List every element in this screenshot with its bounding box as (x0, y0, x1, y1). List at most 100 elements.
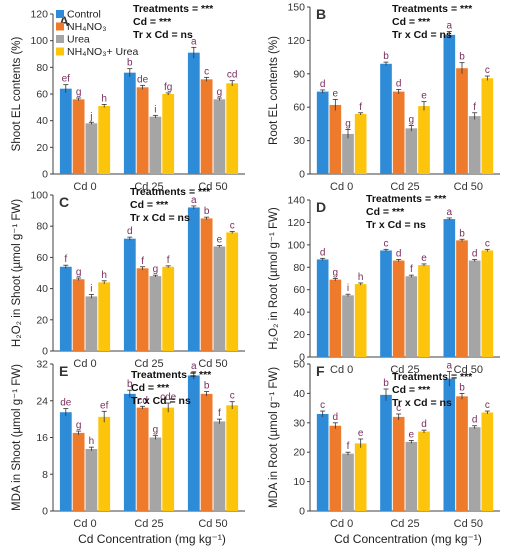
bar (85, 448, 98, 511)
bar (380, 394, 392, 511)
bar (405, 276, 418, 357)
y-tick-label: 120 (287, 217, 305, 229)
significance-letter: a (191, 36, 197, 47)
bar (149, 437, 162, 511)
bar (149, 116, 162, 174)
bar (187, 207, 200, 351)
significance-letter: c (204, 66, 209, 77)
bar (123, 72, 136, 174)
bar (380, 63, 392, 174)
stats-line: Treatments = *** (130, 186, 211, 198)
significance-letter: e (421, 253, 427, 264)
legend-swatch (56, 22, 64, 31)
x-tick-label: Cd 25 (390, 518, 419, 530)
significance-letter: g (153, 264, 159, 275)
significance-letter: i (90, 284, 92, 295)
y-tick-label: 0 (299, 506, 305, 518)
significance-letter: g (409, 115, 415, 126)
bar (98, 416, 111, 511)
significance-letter: a (191, 195, 197, 206)
bar (59, 266, 72, 351)
bar (226, 232, 239, 351)
significance-letter: cde (160, 392, 177, 403)
bar (213, 421, 226, 511)
bar (136, 407, 149, 511)
y-tick-label: 60 (36, 252, 48, 264)
significance-letter: d (421, 419, 427, 430)
significance-letter: b (204, 206, 210, 217)
bar (72, 99, 85, 174)
bar (72, 432, 85, 511)
significance-letter: c (485, 65, 490, 76)
significance-letter: f (473, 102, 476, 113)
significance-letter: i (347, 283, 349, 294)
bar (418, 265, 430, 357)
bar (443, 34, 456, 175)
bar (98, 282, 111, 351)
significance-letter: d (472, 248, 478, 259)
bar (342, 295, 354, 357)
x-tick-label: Cd 25 (390, 181, 419, 193)
significance-letter: de (60, 398, 72, 409)
legend-label: NH₄NO₃ (67, 21, 106, 33)
significance-letter: cd (227, 70, 238, 81)
bar (149, 276, 162, 351)
significance-letter: c (230, 221, 235, 232)
y-tick-label: 0 (42, 169, 48, 181)
y-tick-label: 120 (287, 35, 305, 47)
significance-letter: g (345, 118, 351, 129)
panel-label: A (59, 13, 69, 29)
bar (316, 91, 329, 174)
y-tick-label: 16 (36, 432, 48, 444)
significance-letter: h (89, 436, 95, 447)
bar (468, 427, 481, 511)
y-tick-label: 80 (36, 62, 48, 74)
y-axis-title: Root EL contents (%) (268, 36, 280, 145)
significance-letter: d (333, 412, 339, 423)
bar (392, 260, 405, 357)
significance-letter: b (383, 51, 389, 62)
panel-label: C (59, 194, 69, 210)
legend-swatch (56, 10, 64, 18)
legend-label: Urea (67, 34, 90, 46)
stats-line: Tr x Cd = ns (392, 397, 452, 409)
significance-letter: b (459, 228, 465, 239)
bar (405, 441, 418, 511)
significance-letter: g (76, 420, 82, 431)
stats-line: Tr x Cd = ns (130, 212, 190, 224)
stats-line: Cd = *** (366, 206, 405, 218)
stats-line: Treatments = *** (366, 193, 447, 205)
significance-letter: b (127, 379, 133, 390)
y-tick-label: 20 (36, 142, 48, 154)
stats-line: Tr x Cd = ns (366, 219, 426, 231)
x-tick-label: Cd 50 (198, 518, 227, 530)
y-tick-label: 60 (36, 89, 48, 101)
y-tick-label: 32 (36, 359, 48, 371)
significance-letter: e (333, 88, 339, 99)
significance-letter: c (384, 238, 389, 249)
stats-line: Treatments = *** (392, 3, 473, 15)
bar (162, 94, 175, 174)
bar (136, 268, 149, 351)
bar (226, 83, 239, 174)
stats-line: Cd = *** (392, 16, 431, 28)
bar (481, 250, 494, 357)
bar (200, 218, 213, 351)
bar (443, 378, 456, 511)
bar (136, 87, 149, 174)
significance-letter: d (396, 78, 402, 89)
y-tick-label: 0 (42, 346, 48, 358)
legend-swatch (56, 47, 64, 56)
bar (85, 123, 98, 174)
bar (468, 116, 481, 174)
significance-letter: e (421, 91, 427, 102)
y-tick-label: 100 (287, 239, 305, 251)
x-tick-label: Cd 25 (134, 358, 163, 370)
significance-letter: a (447, 360, 453, 371)
significance-letter: cd (137, 395, 148, 406)
x-axis-title-left: Cd Concentration (mg kg⁻¹) (78, 532, 226, 546)
significance-letter: c (485, 400, 490, 411)
bar (59, 412, 72, 511)
